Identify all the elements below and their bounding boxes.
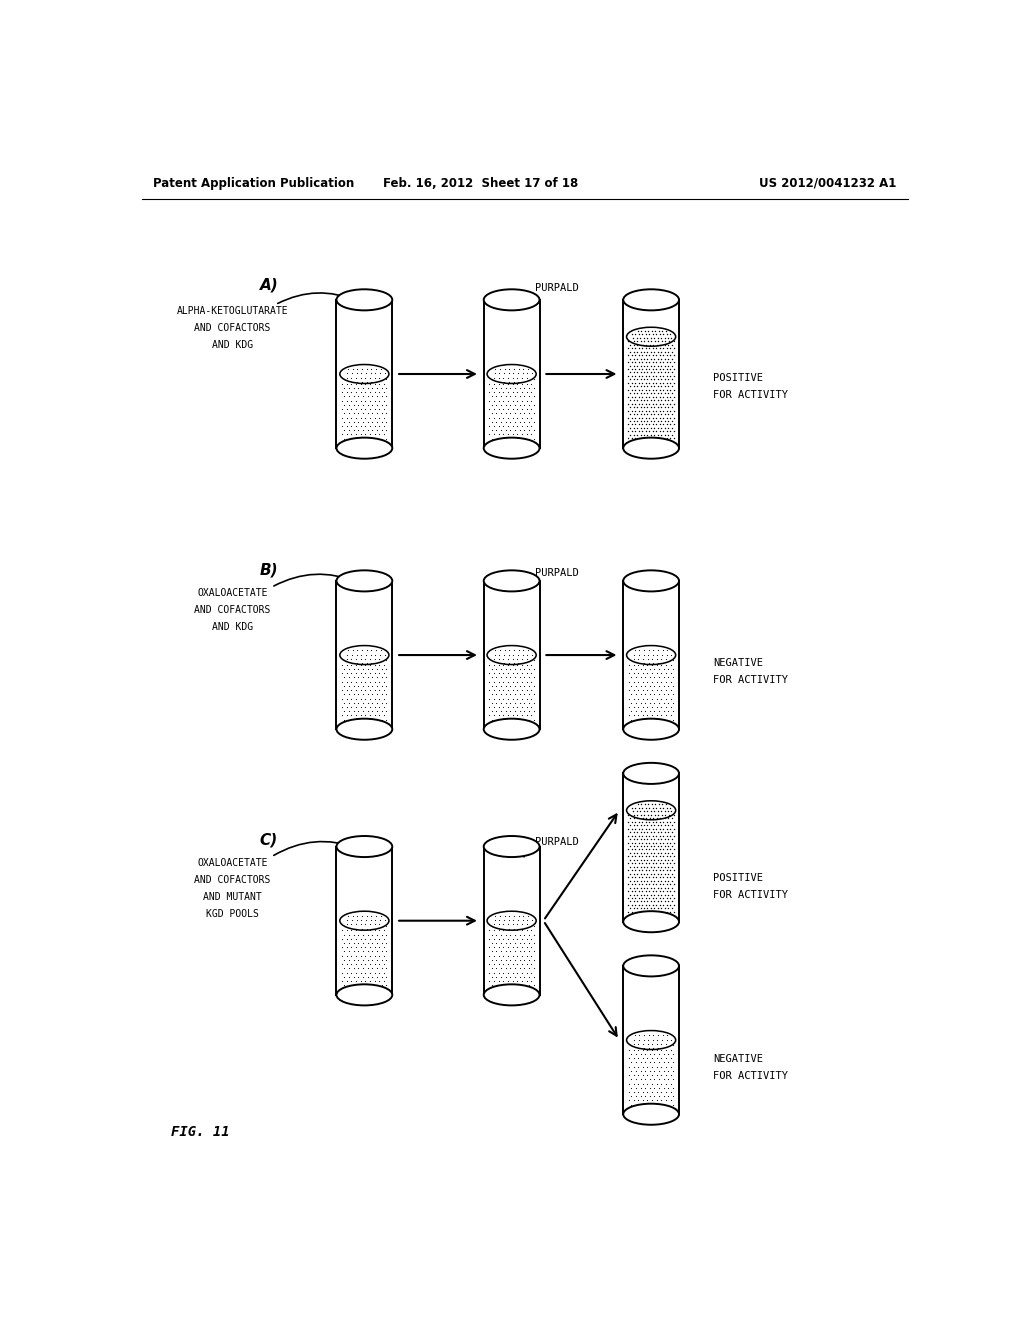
- Text: PURPALD: PURPALD: [535, 568, 579, 578]
- Ellipse shape: [483, 289, 540, 310]
- Text: ALPHA-KETOGLUTARATE: ALPHA-KETOGLUTARATE: [177, 306, 289, 315]
- Ellipse shape: [627, 645, 676, 664]
- Ellipse shape: [624, 1104, 679, 1125]
- Text: FOR ACTIVITY: FOR ACTIVITY: [713, 389, 788, 400]
- Ellipse shape: [337, 289, 392, 310]
- Ellipse shape: [624, 570, 679, 591]
- Ellipse shape: [624, 289, 679, 310]
- Text: OXALOACETATE: OXALOACETATE: [198, 589, 268, 598]
- Ellipse shape: [487, 364, 537, 384]
- Text: FIG. 11: FIG. 11: [171, 1126, 229, 1139]
- Ellipse shape: [624, 911, 679, 932]
- Ellipse shape: [483, 570, 540, 591]
- Text: FOR ACTIVITY: FOR ACTIVITY: [713, 1072, 788, 1081]
- Text: NEGATIVE: NEGATIVE: [713, 657, 763, 668]
- Ellipse shape: [337, 570, 392, 591]
- Ellipse shape: [337, 836, 392, 857]
- Text: AND KDG: AND KDG: [212, 622, 253, 632]
- Ellipse shape: [337, 718, 392, 739]
- Text: KGD POOLS: KGD POOLS: [206, 908, 259, 919]
- Ellipse shape: [627, 327, 676, 346]
- Text: A): A): [260, 279, 279, 293]
- Text: AND COFACTORS: AND COFACTORS: [195, 323, 270, 333]
- Ellipse shape: [483, 985, 540, 1006]
- Text: FOR ACTIVITY: FOR ACTIVITY: [713, 675, 788, 685]
- Text: POSITIVE: POSITIVE: [713, 372, 763, 383]
- Ellipse shape: [340, 364, 389, 384]
- Ellipse shape: [624, 438, 679, 459]
- Text: AND COFACTORS: AND COFACTORS: [195, 606, 270, 615]
- Ellipse shape: [624, 718, 679, 739]
- Text: Feb. 16, 2012  Sheet 17 of 18: Feb. 16, 2012 Sheet 17 of 18: [383, 177, 579, 190]
- Text: PURPALD: PURPALD: [535, 837, 579, 847]
- Ellipse shape: [624, 763, 679, 784]
- Text: AND KDG: AND KDG: [212, 339, 253, 350]
- Text: PURPALD: PURPALD: [535, 282, 579, 293]
- Ellipse shape: [337, 985, 392, 1006]
- Ellipse shape: [483, 836, 540, 857]
- Text: AND MUTANT: AND MUTANT: [203, 892, 262, 902]
- Text: OXALOACETATE: OXALOACETATE: [198, 858, 268, 869]
- Ellipse shape: [627, 801, 676, 820]
- Text: FOR ACTIVITY: FOR ACTIVITY: [713, 890, 788, 900]
- Ellipse shape: [487, 645, 537, 664]
- Text: POSITIVE: POSITIVE: [713, 874, 763, 883]
- Text: US 2012/0041232 A1: US 2012/0041232 A1: [760, 177, 897, 190]
- Text: B): B): [260, 562, 279, 578]
- Ellipse shape: [340, 911, 389, 931]
- Text: C): C): [260, 833, 278, 847]
- Ellipse shape: [483, 438, 540, 459]
- Text: NEGATIVE: NEGATIVE: [713, 1055, 763, 1064]
- Ellipse shape: [340, 645, 389, 664]
- Ellipse shape: [627, 1031, 676, 1049]
- Ellipse shape: [337, 438, 392, 459]
- Ellipse shape: [483, 718, 540, 739]
- Ellipse shape: [624, 956, 679, 977]
- Ellipse shape: [487, 911, 537, 931]
- Text: Patent Application Publication: Patent Application Publication: [153, 177, 354, 190]
- Text: AND COFACTORS: AND COFACTORS: [195, 875, 270, 884]
